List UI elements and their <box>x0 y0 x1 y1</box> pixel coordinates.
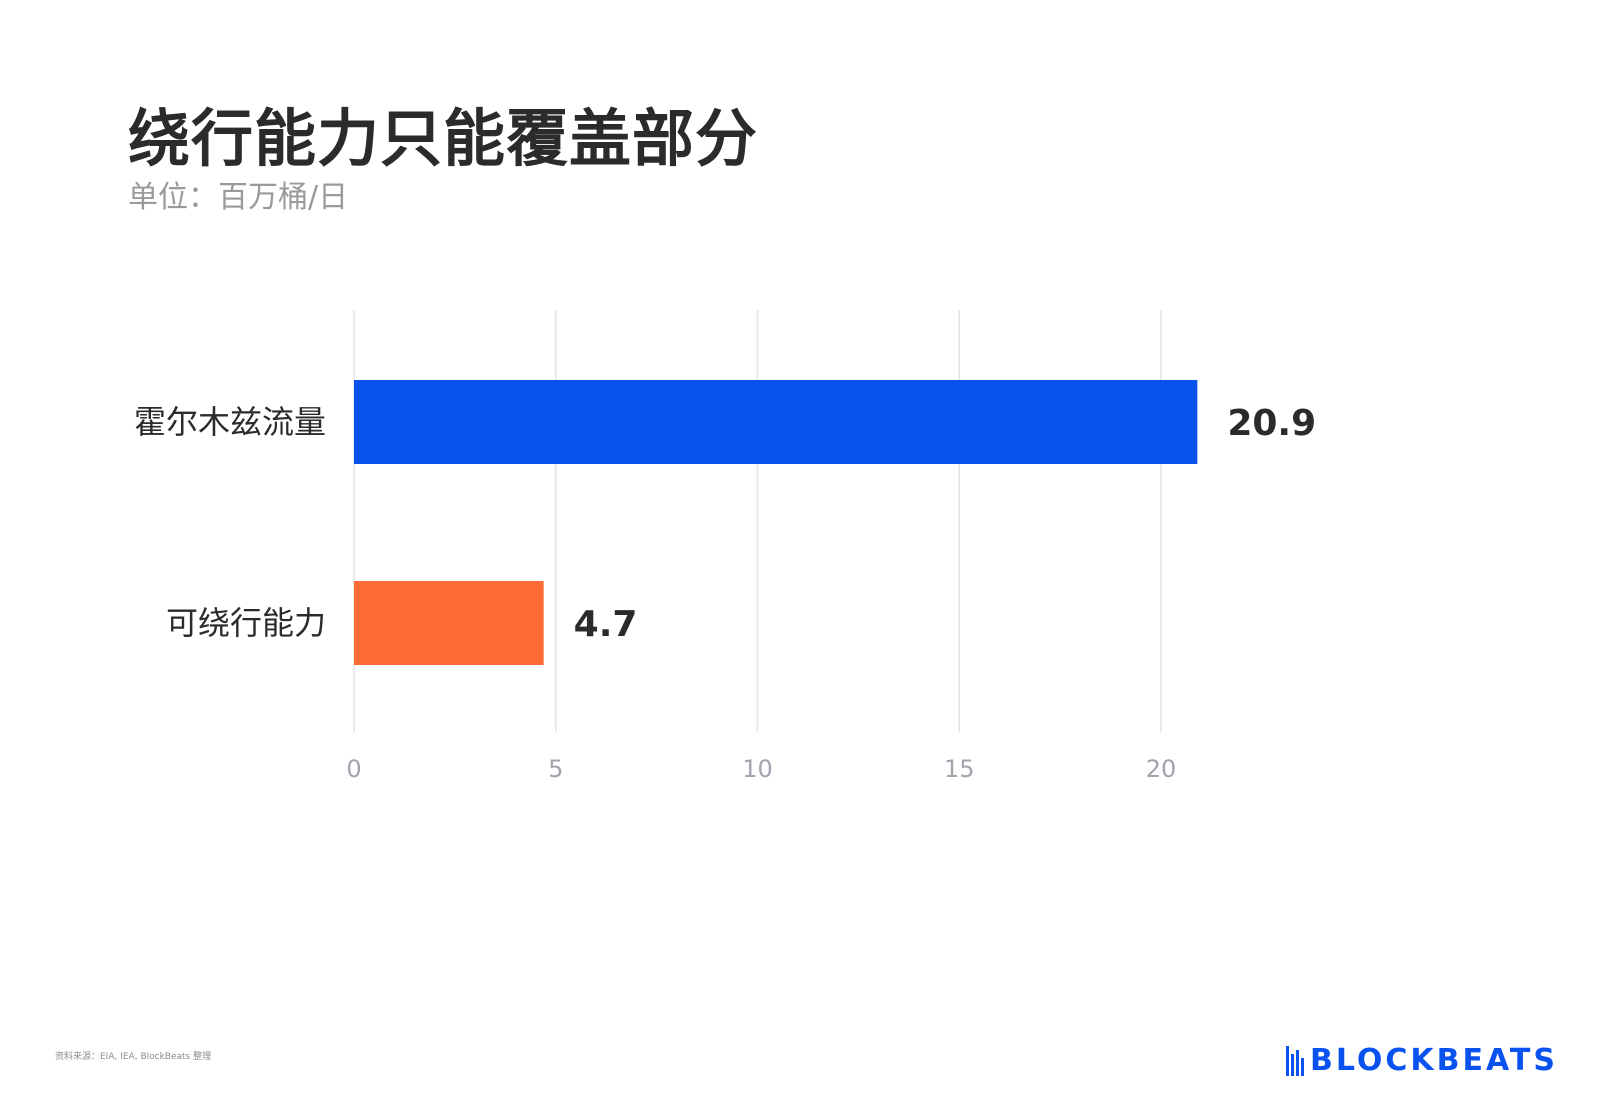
logo-text: BLOCKBEATS <box>1310 1043 1558 1078</box>
gridlines <box>353 310 1162 732</box>
category-label-2: 可绕行能力 <box>166 604 326 642</box>
labels: 霍尔木兹流量 20.9 可绕行能力 4.7 <box>134 403 1316 645</box>
value-label-1: 20.9 <box>1227 403 1316 444</box>
x-tick-label-5: 5 <box>548 755 563 783</box>
x-tick-label-0: 0 <box>346 755 361 783</box>
x-tick-label-20: 20 <box>1146 755 1177 783</box>
x-tick-label-15: 15 <box>944 755 975 783</box>
blockbeats-logo-icon <box>1286 1046 1304 1076</box>
category-label-1: 霍尔木兹流量 <box>134 403 326 441</box>
bar-1 <box>354 380 1198 464</box>
x-axis-ticks: 0 5 10 15 20 <box>346 755 1176 783</box>
x-tick-label-10: 10 <box>742 755 773 783</box>
source-note: 资料来源：EIA, IEA, BlockBeats 整理 <box>55 1052 212 1062</box>
bar-2 <box>354 581 544 665</box>
chart-title: 绕行能力只能覆盖部分 <box>128 102 759 175</box>
bars <box>354 380 1198 665</box>
value-label-2: 4.7 <box>574 604 638 645</box>
chart-subtitle: 单位：百万桶/日 <box>128 180 349 215</box>
blockbeats-logo: BLOCKBEATS <box>1286 1046 1558 1076</box>
